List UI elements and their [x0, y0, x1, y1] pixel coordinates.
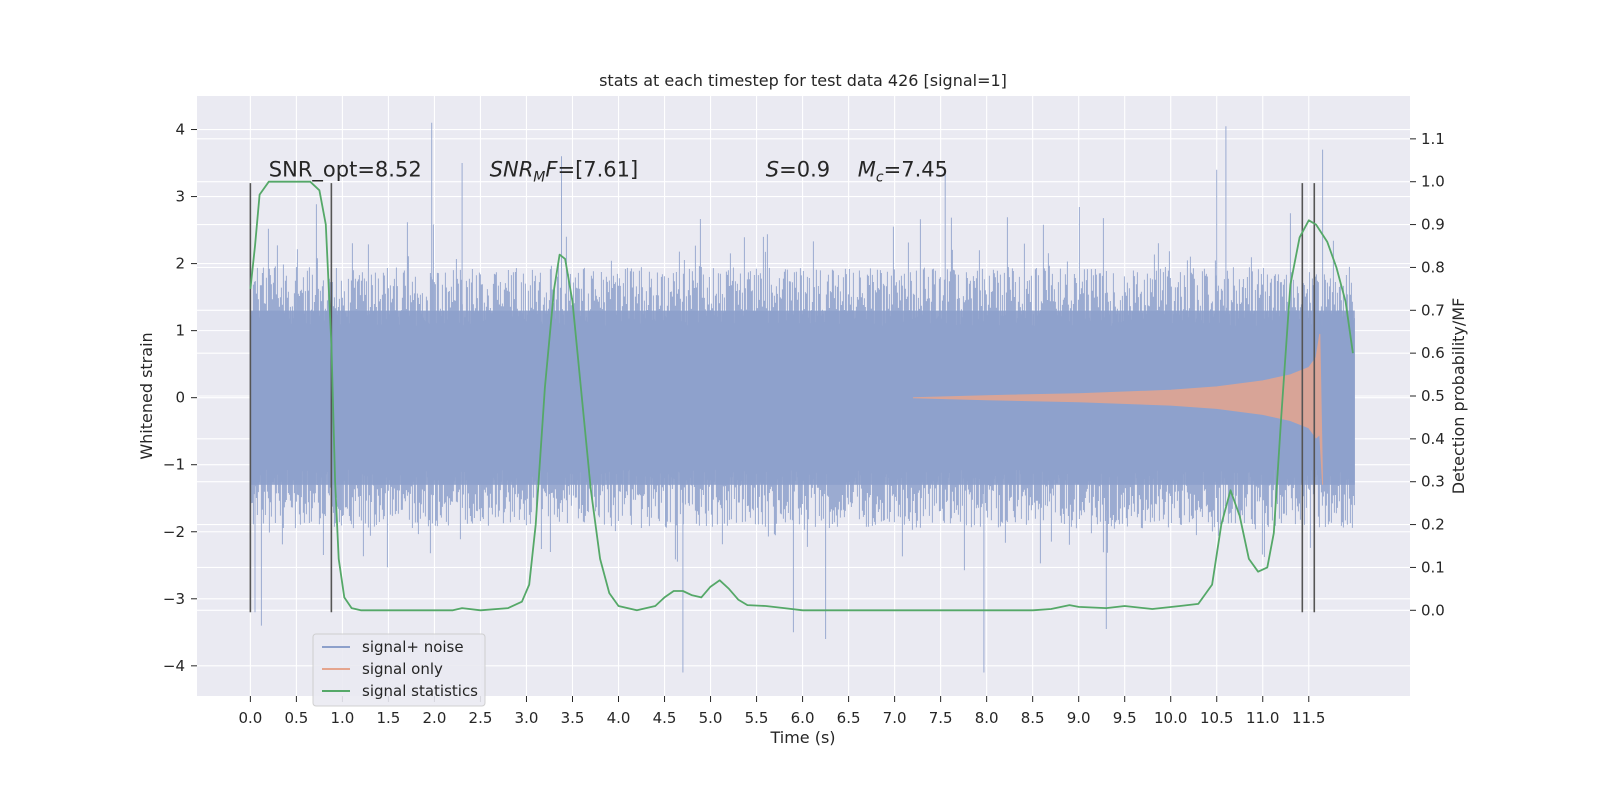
y-tick-label: 0 — [175, 389, 185, 407]
legend-label-signal-noise: signal+ noise — [362, 638, 464, 656]
x-tick-label: 0.0 — [238, 709, 262, 727]
y2-tick-label: 0.4 — [1421, 430, 1445, 448]
y2-tick-label: 0.7 — [1421, 301, 1445, 319]
y-axis-ticks: −4 −3 −2 −1 0 1 2 3 4 — [163, 121, 197, 675]
x-tick-label: 10.5 — [1200, 709, 1233, 727]
x-tick-label: 4.5 — [653, 709, 677, 727]
annotation-2: S=0.9 — [766, 157, 830, 181]
y2-axis-ticks: 0.0 0.1 0.2 0.3 0.4 0.5 0.6 0.7 0.8 0.9 1.0 1.1 — [1410, 130, 1445, 619]
x-tick-label: 6.0 — [791, 709, 815, 727]
x-tick-label: 9.0 — [1067, 709, 1091, 727]
signal-envelope — [912, 333, 1324, 485]
annotation-3: Mc=7.45 — [858, 157, 948, 185]
legend-box — [312, 633, 486, 707]
y-axis-label: Whitened strain — [137, 332, 156, 459]
x-tick-label: 7.5 — [929, 709, 953, 727]
x-axis-ticks: 0.0 0.5 1.0 1.5 2.0 2.5 3.0 3.5 4.0 4.5 5.0 5.5 6.0 6… — [238, 696, 1325, 727]
x-tick-label: 0.5 — [284, 709, 308, 727]
y-tick-label: −1 — [163, 456, 185, 474]
y2-tick-label: 0.5 — [1421, 387, 1445, 405]
x-tick-label: 7.0 — [883, 709, 907, 727]
vertical-markers — [249, 183, 1316, 613]
x-tick-label: 11.0 — [1246, 709, 1279, 727]
x-tick-label: 3.5 — [561, 709, 585, 727]
y2-tick-label: 0.3 — [1421, 473, 1445, 491]
x-tick-label: 11.5 — [1292, 709, 1325, 727]
annotation-0: SNR_opt=8.52 — [269, 157, 422, 182]
x-tick-label: 10.0 — [1154, 709, 1187, 727]
legend-label-signal-statistics: signal statistics — [362, 682, 478, 700]
y-tick-label: −4 — [163, 657, 185, 675]
x-tick-label: 9.5 — [1113, 709, 1137, 727]
x-tick-label: 2.5 — [469, 709, 493, 727]
x-tick-label: 1.0 — [330, 709, 354, 727]
y2-tick-label: 1.0 — [1421, 173, 1445, 191]
x-tick-label: 3.0 — [515, 709, 539, 727]
y-tick-label: 1 — [175, 322, 185, 340]
x-tick-label: 5.0 — [699, 709, 723, 727]
series-signal-statistics — [249, 180, 1354, 612]
y2-tick-label: 0.6 — [1421, 344, 1445, 362]
legend-label-signal-only: signal only — [362, 660, 443, 678]
x-axis-label: Time (s) — [769, 728, 835, 747]
x-tick-label: 8.5 — [1021, 709, 1045, 727]
y-tick-label: 2 — [175, 255, 185, 273]
y2-tick-label: 0.2 — [1421, 516, 1445, 534]
y-tick-label: 3 — [175, 188, 185, 206]
x-tick-label: 4.0 — [607, 709, 631, 727]
y-tick-label: 4 — [175, 121, 185, 139]
y2-tick-label: 0.8 — [1421, 258, 1445, 276]
x-tick-label: 5.5 — [745, 709, 769, 727]
chart-title: stats at each timestep for test data 426… — [599, 71, 1007, 90]
statistics-line — [249, 180, 1354, 612]
x-tick-label: 2.0 — [423, 709, 447, 727]
y-tick-label: −3 — [163, 590, 185, 608]
y2-tick-label: 0.1 — [1421, 558, 1445, 576]
y2-tick-label: 1.1 — [1421, 130, 1445, 148]
legend: signal+ noise signal only signal statist… — [312, 633, 486, 707]
y2-tick-label: 0.9 — [1421, 216, 1445, 234]
y-tick-label: −2 — [163, 523, 185, 541]
y2-axis-label: Detection probability/MF — [1449, 298, 1468, 495]
x-tick-label: 8.0 — [975, 709, 999, 727]
x-tick-label: 6.5 — [837, 709, 861, 727]
series-signal-only — [912, 333, 1324, 485]
y2-tick-label: 0.0 — [1421, 601, 1445, 619]
annotations: SNR_opt=8.52 SNRMF=[7.61] S=0.9 Mc=7.45 — [269, 157, 948, 185]
x-tick-label: 1.5 — [376, 709, 400, 727]
annotation-1: SNRMF=[7.61] — [490, 157, 639, 185]
